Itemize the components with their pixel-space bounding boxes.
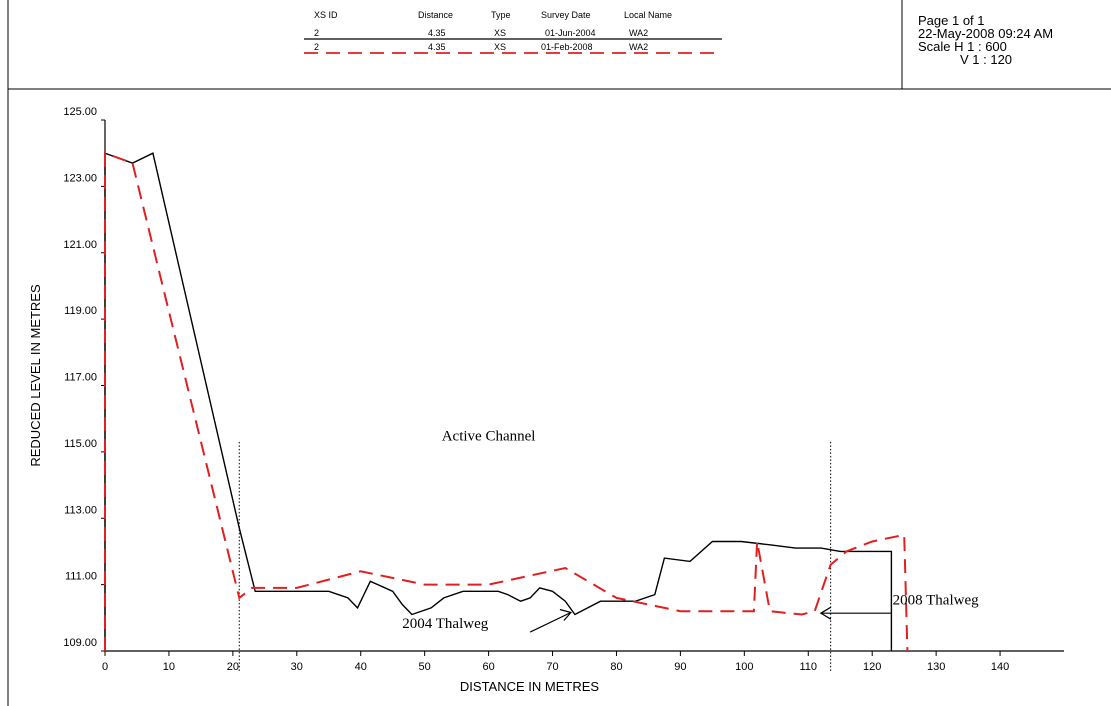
chart-annotations: Active Channel 2004 Thalweg 2008 Thalweg <box>402 428 979 633</box>
chart-axes: 0 10 20 30 40 50 60 70 80 90 100 110 120 130 140 109.00… <box>28 106 1064 694</box>
x-tick-label: 140 <box>991 661 1009 673</box>
legend-header-xs-id: XS ID <box>314 10 338 20</box>
thalweg-2008-label: 2008 Thalweg <box>893 593 979 609</box>
x-tick-label: 40 <box>355 661 367 673</box>
y-axis-title: REDUCED LEVEL IN METRES <box>28 284 43 467</box>
y-tick-label: 119.00 <box>64 305 97 317</box>
legend-header-survey-date: Survey Date <box>541 10 591 20</box>
x-tick-label: 60 <box>482 661 494 673</box>
legend-row1-distance: 4.35 <box>428 28 446 38</box>
x-tick-label: 80 <box>610 661 622 673</box>
legend-row2-type: XS <box>494 42 507 52</box>
x-tick-label: 0 <box>102 661 108 673</box>
legend-row1-xs-id: 2 <box>314 28 320 38</box>
x-tick-label: 70 <box>546 661 558 673</box>
y-tick-label: 115.00 <box>64 438 97 450</box>
page-info: Page 1 of 1 22-May-2008 09:24 AM Scale H… <box>918 14 1053 66</box>
series-line-2008 <box>104 151 909 652</box>
y-tick-label: 121.00 <box>63 239 97 251</box>
legend-row2-survey-date: 01-Feb-2008 <box>541 42 593 52</box>
legend-header-type: Type <box>491 10 511 20</box>
legend-row1-survey-date: 01-Jun-2004 <box>545 28 596 38</box>
legend-row2-distance: 4.35 <box>428 42 446 52</box>
x-axis-title: DISTANCE IN METRES <box>460 679 599 694</box>
x-tick-label: 20 <box>227 661 239 673</box>
x-tick-label: 110 <box>799 661 817 673</box>
series-line-2004 <box>104 152 893 651</box>
page-number: Page 1 of 1 <box>918 13 985 28</box>
y-tick-label: 111.00 <box>65 571 97 583</box>
y-tick-label: 109.00 <box>63 637 97 649</box>
legend-header-local-name: Local Name <box>624 10 673 20</box>
x-tick-label: 130 <box>927 661 945 673</box>
legend-row1-type: XS <box>494 28 507 38</box>
active-channel-markers <box>238 441 832 671</box>
scale-horizontal: Scale H 1 : 600 <box>918 39 1007 54</box>
thalweg-2004-label: 2004 Thalweg <box>402 616 488 632</box>
legend-row1-local-name: WA2 <box>629 28 649 38</box>
legend-header-distance: Distance <box>418 10 454 20</box>
thalweg-2004-arrow <box>529 611 572 633</box>
thalweg-2008-arrowhead <box>819 606 832 620</box>
active-channel-label: Active Channel <box>442 428 536 444</box>
y-tick-label: 123.00 <box>63 172 97 184</box>
x-tick-label: 10 <box>163 661 175 673</box>
legend-row2-local-name: WA2 <box>629 42 649 52</box>
x-tick-label: 90 <box>674 661 686 673</box>
x-tick-label: 30 <box>291 661 303 673</box>
report-datetime: 22-May-2008 09:24 AM <box>918 26 1054 41</box>
x-tick-label: 100 <box>735 661 753 673</box>
scale-vertical: V 1 : 120 <box>960 52 1013 67</box>
chart-series <box>104 151 909 652</box>
y-tick-label: 125.00 <box>63 106 97 118</box>
x-tick-label: 120 <box>863 661 881 673</box>
thalweg-2004-arrowhead <box>559 608 572 621</box>
y-tick-label: 117.00 <box>64 372 97 384</box>
legend-row2-xs-id: 2 <box>314 42 320 52</box>
y-tick-label: 113.00 <box>64 504 97 516</box>
x-tick-label: 50 <box>419 661 431 673</box>
